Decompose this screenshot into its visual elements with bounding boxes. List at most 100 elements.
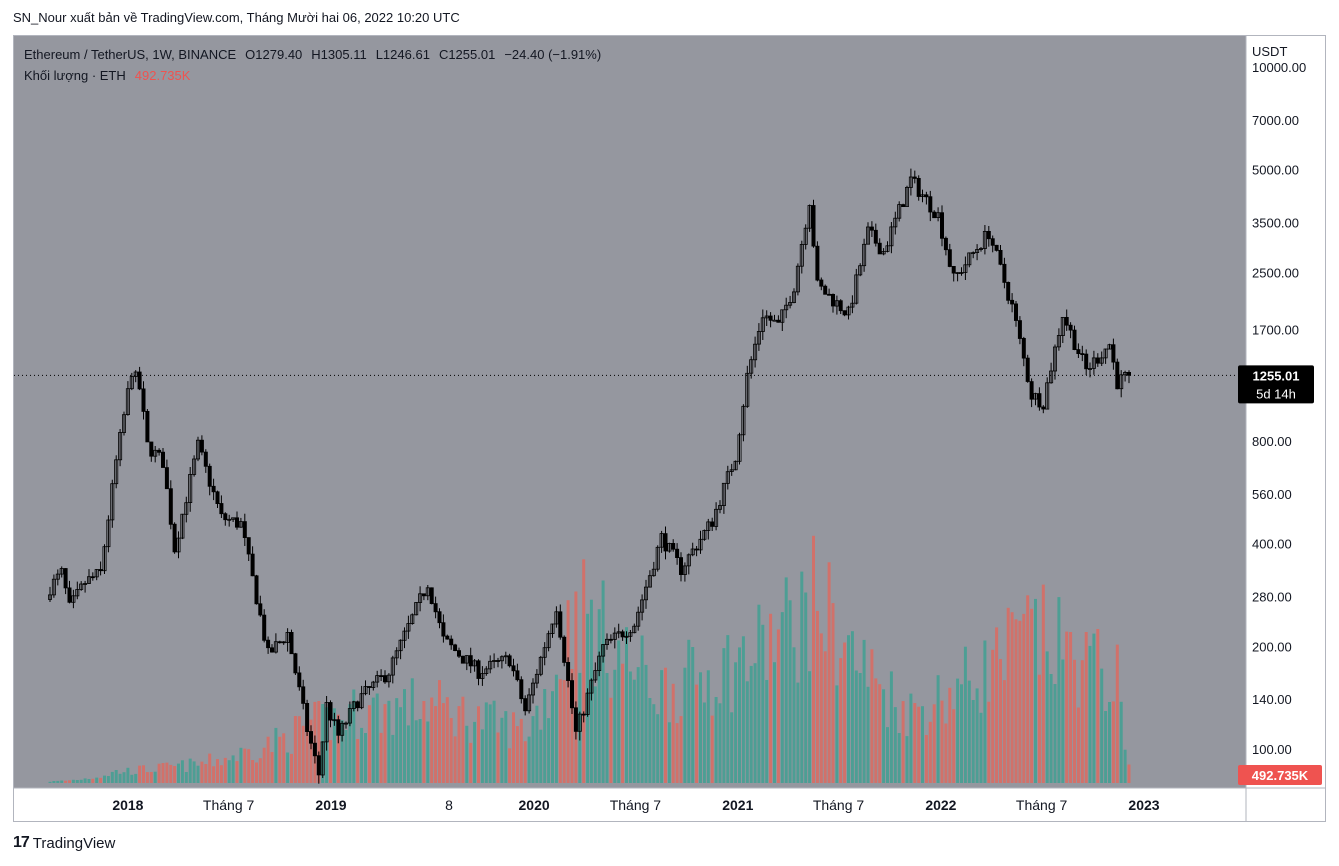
footer-brand[interactable]: TradingView [32,834,116,852]
volume-bar [56,780,60,783]
candle-body [1021,337,1026,359]
candle-body [285,632,290,643]
candle [679,552,684,582]
candle-body [889,226,894,247]
volume-bar [597,609,601,783]
candle [441,614,446,643]
candle-body [507,655,512,667]
candle [1006,281,1011,305]
candle-body [998,249,1003,265]
volume-bar [800,571,804,783]
candle [823,284,828,295]
candle [390,655,395,684]
price-axis-background[interactable] [1246,36,1325,788]
volume-bar [134,773,138,783]
candle [414,602,419,616]
volume-bar [675,723,679,783]
time-axis-background[interactable] [14,788,1325,821]
candle-body [943,237,948,251]
volume-bar [243,748,247,783]
candle [406,615,411,639]
volume-bar [917,706,921,783]
candle [647,570,652,588]
volume-bar [118,773,122,783]
volume-bar [1080,660,1084,783]
candle-body [671,542,676,550]
candle [301,679,306,710]
volume-bar [940,700,944,783]
volume-bar [1049,674,1053,783]
candle [651,561,656,577]
candle-body [706,521,711,531]
candle [425,585,430,601]
candle [511,658,516,677]
volume-bar [753,663,757,783]
candle-body [523,698,528,712]
candle [394,647,399,666]
chart-frame[interactable]: USDT 10000.00 7000.00 5000.00 3500.00 2500.0… [13,35,1326,822]
candle-body [172,523,177,553]
price-tick-label: 3500.00 [1252,216,1299,231]
candle-body [620,631,625,638]
volume-bar [527,736,531,783]
volume-bar [683,667,687,783]
volume-bar [235,761,239,783]
candle-body [1056,335,1061,348]
candle-body [219,503,224,515]
candle-body [753,343,758,361]
candle [503,651,508,664]
candle-body [831,293,836,307]
candle-body [234,517,239,528]
volume-bars [48,535,1131,783]
candle-body [527,694,532,712]
candle [464,655,469,671]
volume-bar [290,753,293,783]
volume-bar [889,671,893,783]
candle-body [106,519,111,548]
volume-bar [1092,633,1096,783]
candle [920,189,925,203]
candle-body [273,641,278,653]
candle [624,631,629,644]
candle [262,609,267,643]
volume-bar [897,733,901,783]
volume-bar [68,780,71,783]
price-chart-svg[interactable]: USDT 10000.00 7000.00 5000.00 3500.00 2500.0… [14,36,1325,821]
candle [1045,377,1050,410]
candle-body [651,568,656,577]
candle [316,751,321,784]
candle-body [308,731,313,744]
candle-body [1041,406,1046,410]
candle-body [823,285,828,295]
volume-bar [473,721,477,783]
volume-bar [145,772,149,783]
candle-body [764,315,769,319]
candle-body [363,686,368,695]
candle-body [686,554,691,567]
candle [608,634,613,644]
candle-body [838,300,843,312]
volume-bar [1026,595,1030,783]
volume-bar [1022,613,1026,783]
candlesticks [48,168,1132,784]
candle-body [986,230,991,240]
candle [476,659,481,686]
candle [106,515,111,553]
candle [371,680,376,691]
main-pane-background[interactable] [14,36,1246,788]
candle [655,545,660,572]
volume-bar [282,733,286,783]
legend-symbol: Ethereum / TetherUS, 1W, BINANCE [24,47,236,62]
volume-bar [831,603,835,783]
legend-close: C1255.01 [439,47,495,62]
candle [1056,328,1061,351]
candle-body [488,660,493,670]
candle [862,238,867,272]
candle [234,511,239,530]
candle-body [71,595,76,603]
candle [355,700,360,712]
volume-bar [1061,659,1065,783]
candle-body [632,625,637,634]
volume-bar [484,702,488,783]
volume-bar [582,559,586,783]
